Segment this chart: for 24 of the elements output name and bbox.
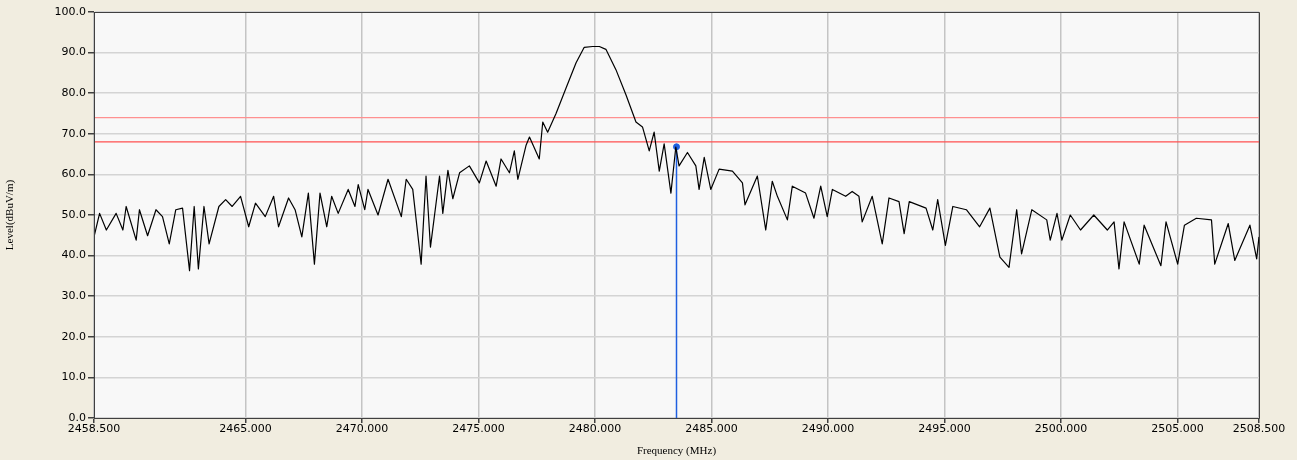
y-tick-label: 80.0 (61, 86, 86, 100)
x-tick-label: 2500.000 (1034, 422, 1088, 436)
y-tick-label: 90.0 (61, 45, 86, 59)
y-tick-label: 100.0 (54, 4, 86, 18)
y-tick-label: 40.0 (61, 248, 86, 262)
x-tick-label: 2480.000 (568, 422, 622, 436)
x-tick-label: 2508.500 (1232, 422, 1286, 436)
x-tick-label: 2490.000 (801, 422, 855, 436)
x-tick-label: 2505.000 (1151, 422, 1204, 436)
x-tick-label: 2458.500 (67, 422, 121, 436)
y-axis-title: Level(dBuV/m) (3, 179, 17, 251)
x-tick-label: 2465.000 (219, 422, 272, 436)
x-tick-label: 2475.000 (452, 422, 505, 436)
y-tick-label: 60.0 (61, 167, 86, 181)
x-tick-label: 2485.000 (685, 422, 738, 436)
y-tick-label: 30.0 (61, 289, 86, 303)
y-tick-label: 70.0 (61, 126, 86, 140)
x-tick-label: 2495.000 (918, 422, 971, 436)
y-tick-label: 20.0 (61, 329, 86, 343)
x-tick-label: 2470.000 (335, 422, 389, 436)
y-tick-label: 50.0 (61, 207, 86, 221)
y-tick-label: 0.0 (68, 410, 86, 424)
y-tick-label: 10.0 (61, 370, 86, 384)
x-axis-title: Frequency (MHz) (636, 444, 717, 458)
